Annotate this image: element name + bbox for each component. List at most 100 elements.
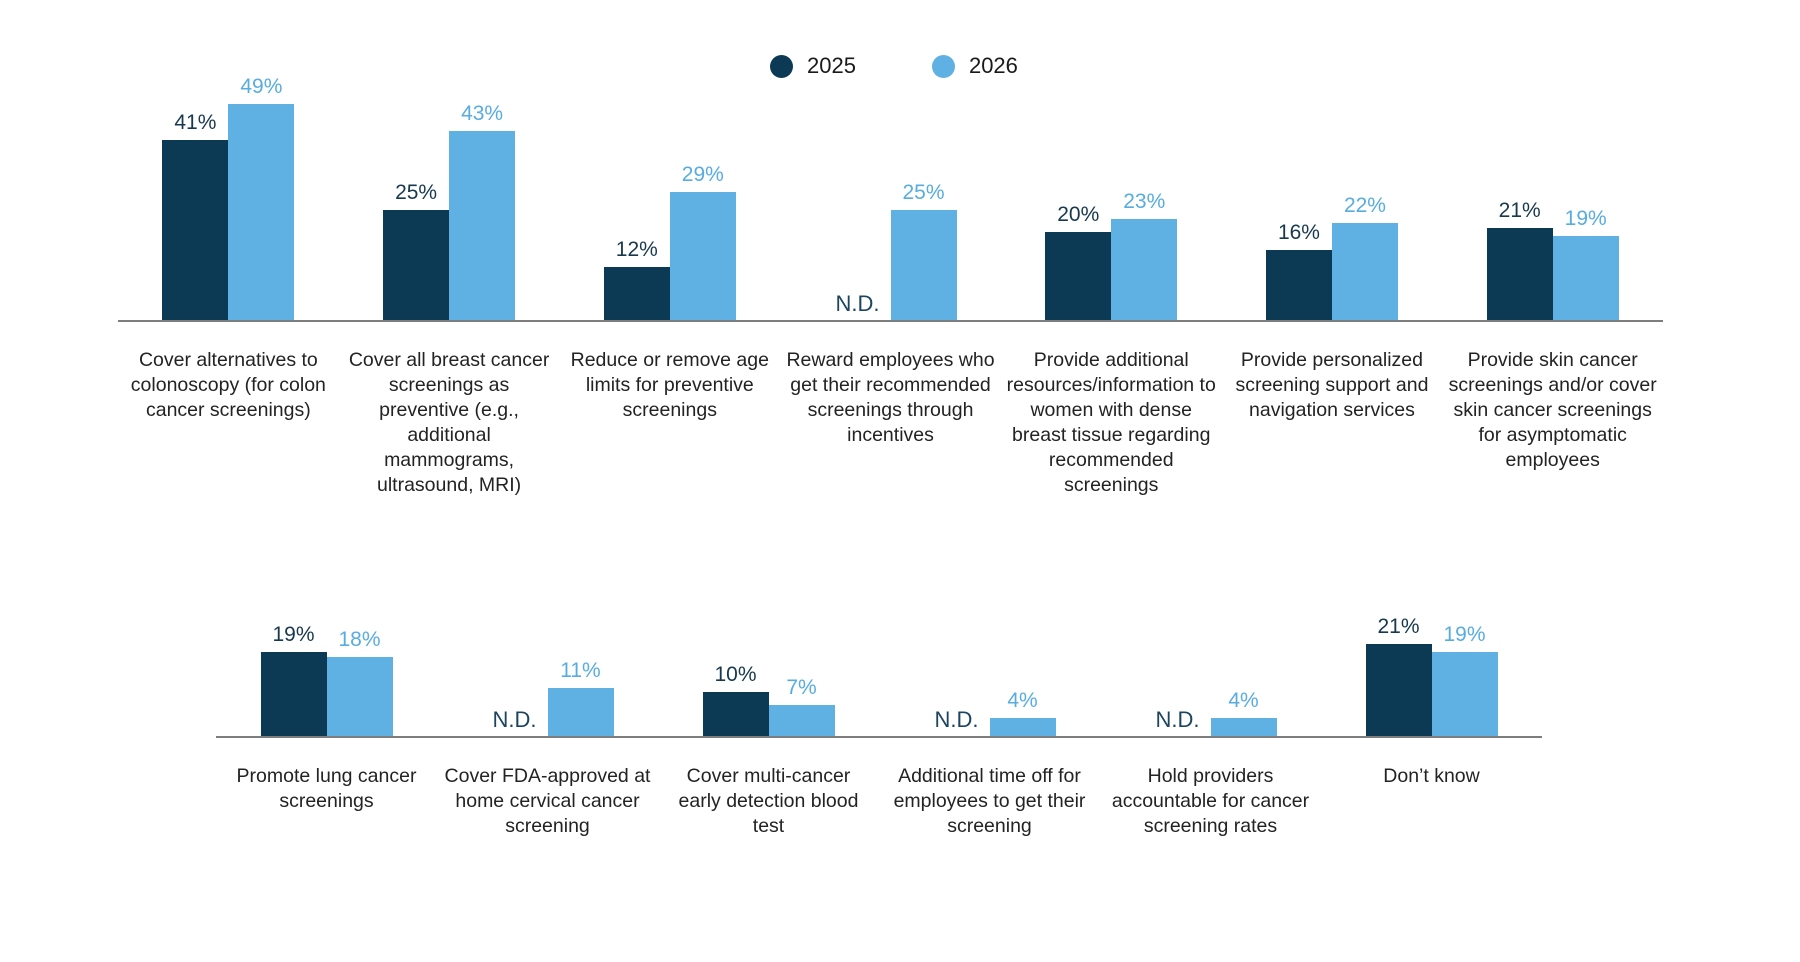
bar-group: N.D. 25% [780,72,1001,320]
bar-unit-2026: 4% [1210,689,1277,736]
bar-group: N.D. 4% [879,628,1100,736]
bar-2026 [1431,652,1498,736]
bar-2026 [1331,223,1398,320]
category-label-cell: Cover FDA-approved at home cervical canc… [437,764,658,839]
category-label: Provide personalized screening support a… [1235,349,1429,421]
legend-label: 2026 [968,53,1018,78]
bar-2026 [326,656,393,736]
bar-unit-2025: N.D. [1145,707,1211,736]
category-labels-row-2: Promote lung cancer screenings Cover FDA-… [216,764,1542,839]
bar-2025 [702,692,769,736]
bar-group: 12% 29% [559,72,780,320]
bar-2026 [989,718,1056,736]
value-label-2025: 21% [1498,198,1541,222]
no-data-label: N.D. [835,291,880,316]
value-label-2026: 4% [1007,689,1038,713]
value-label-2025: 19% [272,623,315,647]
bar-2025 [1265,249,1332,320]
bar-unit-2025: 10% [702,663,769,736]
legend-swatch-icon [770,54,793,78]
legend-item-2026: 2026 [931,53,1018,79]
bar-group: 10% 7% [658,628,879,736]
bar-plot-row-2: 19% 18% N.D. 11% 10% 7% N.D. 4% N.D. 4% 21% 19% [216,615,1542,738]
value-label-2026: 49% [240,75,283,99]
category-label: Hold providers accountable for cancer sc… [1111,765,1310,837]
category-label: Promote lung cancer screenings [236,765,417,812]
bar-group: N.D. 11% [437,628,658,736]
bar-unit-2025: N.D. [482,707,548,736]
category-label: Provide additional resources/information… [1006,349,1216,496]
no-data-label: N.D. [1155,707,1200,732]
bar-unit-2026: 25% [890,181,957,320]
category-label: Don’t know [1383,765,1480,787]
category-label: Reward employees who get their recommend… [786,349,995,446]
category-label: Cover multi-cancer early detection blood… [678,765,859,837]
category-label-cell: Provide personalized screening support a… [1222,348,1443,498]
bar-group: 25% 43% [339,72,560,320]
category-label-cell: Don’t know [1321,764,1542,839]
category-label-cell: Hold providers accountable for cancer sc… [1100,764,1321,839]
legend-label: 2025 [807,53,856,78]
bar-unit-2026: 23% [1111,189,1178,320]
bar-unit-2026: 18% [326,627,393,736]
category-labels-row-1: Cover alternatives to colonoscopy (for c… [118,348,1663,498]
bar-unit-2025: 12% [603,238,670,320]
bar-2025 [383,210,450,320]
value-label-2026: 18% [338,627,381,651]
legend-swatch-icon [931,54,955,78]
bar-unit-2026: 22% [1331,194,1398,320]
category-label: Cover alternatives to colonoscopy (for c… [130,349,326,421]
value-label-2026: 43% [461,101,504,125]
bar-group: 19% 18% [216,623,437,736]
bar-unit-2026: 43% [449,101,516,320]
category-label-cell: Reduce or remove age limits for preventi… [559,348,780,498]
bar-group: 16% 22% [1222,72,1443,320]
bar-2025 [162,139,229,320]
category-label-cell: Cover all breast cancer screenings as pr… [339,348,560,498]
category-label: Reduce or remove age limits for preventi… [570,349,769,421]
bar-2025 [603,267,670,320]
bar-2026 [1210,718,1277,736]
value-label-2025: 41% [174,110,217,134]
bar-2026 [1111,218,1178,320]
bar-unit-2026: 49% [228,75,295,320]
bar-2025 [1365,643,1432,736]
bar-2026 [1552,236,1619,320]
value-label-2025: 25% [395,181,438,204]
bar-unit-2025: 16% [1265,221,1332,320]
bar-unit-2026: 4% [989,689,1056,736]
bar-unit-2026: 11% [547,658,614,736]
bar-group: 21% 19% [1442,72,1663,320]
legend: 2025 2026 [770,53,1018,79]
value-label-2025: 20% [1057,203,1100,226]
category-label: Cover FDA-approved at home cervical canc… [444,765,651,837]
category-label-cell: Cover alternatives to colonoscopy (for c… [118,348,339,498]
category-label-cell: Additional time off for employees to get… [879,764,1100,839]
bar-2025 [1045,232,1112,320]
no-data-label: N.D. [492,707,537,732]
category-label-cell: Provide skin cancer screenings and/or co… [1442,348,1663,498]
bar-group: 21% 19% [1321,615,1542,736]
category-label: Additional time off for employees to get… [893,765,1086,837]
bar-unit-2025: 25% [383,181,450,320]
value-label-2025: 21% [1377,614,1420,638]
bar-plot-row-1: 41% 49% 25% 43% 12% 29% N.D. 25% 20% 23% 16% 22% 21%… [118,72,1663,322]
bar-unit-2025: 20% [1045,203,1112,320]
bar-2025 [260,652,327,736]
bar-unit-2026: 7% [768,676,835,736]
bar-2026 [449,130,516,320]
value-label-2026: 23% [1123,189,1166,213]
category-label: Provide skin cancer screenings and/or co… [1448,349,1657,471]
value-label-2026: 11% [560,658,601,682]
category-label: Cover all breast cancer screenings as pr… [348,349,550,496]
bar-unit-2025: N.D. [924,707,990,736]
value-label-2026: 7% [786,676,817,700]
category-label-cell: Reward employees who get their recommend… [780,348,1001,498]
bar-group: N.D. 4% [1100,628,1321,736]
legend-item-2025: 2025 [770,53,856,79]
value-label-2026: 19% [1564,207,1607,231]
bar-2026 [547,687,614,736]
value-label-2026: 22% [1343,194,1386,218]
no-data-label: N.D. [934,707,979,732]
